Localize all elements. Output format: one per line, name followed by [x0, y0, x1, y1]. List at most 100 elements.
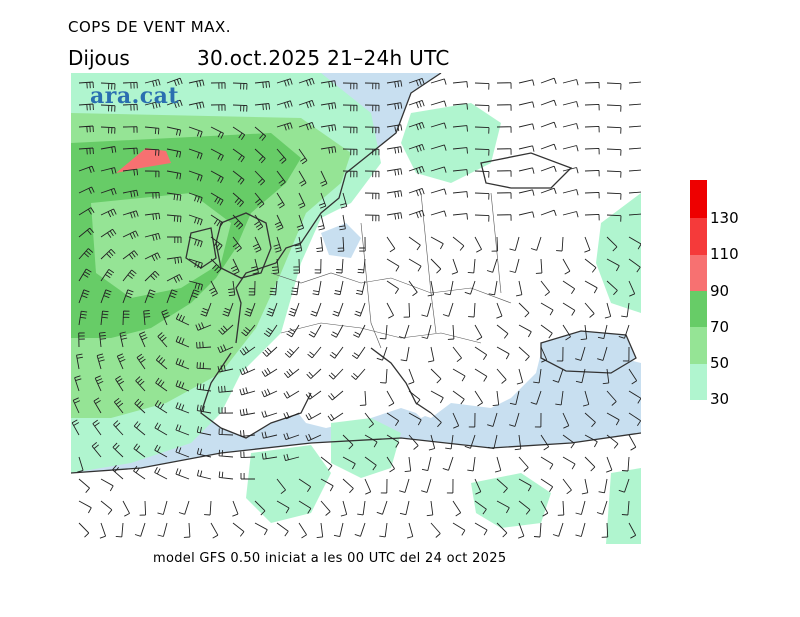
wind-barb: [342, 104, 358, 112]
wind-barb: [240, 451, 256, 459]
wind-barb: [210, 126, 224, 139]
wind-barb: [316, 236, 324, 253]
wind-barb: [276, 192, 285, 209]
wind-barb: [218, 407, 234, 414]
wind-barb: [628, 103, 641, 106]
wind-barb: [239, 408, 256, 416]
wind-barb: [96, 353, 105, 370]
wind-barb: [562, 79, 579, 86]
wind-barb: [337, 236, 345, 252]
wind-barb: [283, 411, 300, 420]
wind-barb: [218, 471, 234, 480]
wind-barb: [556, 236, 564, 252]
wind-barb: [320, 456, 333, 471]
wind-barb: [222, 302, 234, 317]
wind-barb: [155, 377, 168, 392]
wind-barb: [283, 390, 300, 399]
wind-barb: [100, 289, 112, 304]
wind-barb: [154, 444, 168, 458]
wind-barb: [357, 500, 366, 516]
wind-barb: [175, 313, 190, 326]
wind-barb: [266, 302, 278, 317]
wind-barb: [218, 449, 234, 458]
wind-barb: [196, 404, 212, 414]
wind-barb: [196, 469, 212, 480]
legend-swatch-30-50: [690, 364, 707, 400]
wind-barb: [562, 456, 576, 470]
wind-barb: [359, 390, 367, 406]
wind-barb: [298, 148, 308, 165]
wind-barb: [144, 232, 161, 241]
wind-barb: [581, 478, 589, 495]
wind-barb: [240, 473, 255, 480]
wind-barb: [218, 324, 234, 335]
wind-barb: [518, 167, 535, 174]
wind-barb: [606, 192, 622, 200]
wind-barb: [210, 104, 226, 111]
wind-barb: [562, 211, 579, 218]
inland-seas: [321, 223, 636, 373]
wind-barb: [178, 500, 190, 515]
wind-barb: [530, 390, 542, 405]
wind-barb: [408, 368, 415, 385]
wind-barb: [241, 324, 256, 337]
legend-label-110: 110: [710, 245, 739, 263]
wind-barb: [518, 123, 535, 130]
wind-barb: [320, 500, 331, 516]
wind-barb: [100, 146, 117, 154]
wind-barb: [606, 236, 618, 252]
ara-cat-logo[interactable]: ara.cat: [90, 83, 180, 109]
wind-barb: [94, 375, 104, 392]
wind-barb: [312, 280, 322, 296]
wind-barb: [452, 522, 466, 536]
wind-barb: [166, 148, 182, 158]
wind-barb: [562, 145, 579, 152]
wind-barb: [139, 500, 147, 516]
wind-barb: [100, 248, 116, 260]
wind-barb: [518, 324, 532, 338]
wind-barb: [113, 397, 124, 414]
wind-barb: [340, 500, 348, 517]
wind-barb: [78, 310, 88, 326]
wind-barb: [100, 269, 115, 282]
wind-barb: [122, 189, 139, 198]
wind-barb: [161, 309, 170, 326]
wind-barb: [91, 442, 102, 458]
legend-label-50: 50: [710, 354, 730, 372]
wind-barb: [452, 103, 468, 110]
wind-barb: [78, 147, 94, 155]
wind-barb: [618, 478, 630, 493]
wind-barb: [474, 522, 488, 536]
wind-barb: [122, 210, 139, 219]
wind-barb: [606, 390, 617, 406]
wind-barb: [540, 143, 557, 150]
wind-barb: [584, 280, 598, 294]
wind-barb: [210, 258, 222, 274]
wind-barb: [364, 82, 380, 90]
wind-barb: [408, 187, 425, 197]
wind-barb: [183, 522, 191, 538]
wind-barb: [296, 214, 305, 231]
wind-barb: [606, 170, 622, 178]
wind-barb: [584, 434, 598, 448]
wind-barb: [240, 430, 256, 437]
wind-barb: [100, 310, 109, 326]
wind-barb: [386, 302, 394, 319]
wind-barb: [386, 102, 403, 110]
wind-barb: [584, 302, 595, 318]
wind-barb: [210, 192, 224, 206]
wind-barb: [628, 81, 641, 84]
legend-swatch-50-70: [690, 327, 707, 364]
wind-barb: [442, 456, 454, 471]
wind-barb: [320, 102, 337, 110]
wind-barb: [606, 126, 622, 134]
wind-barb: [430, 258, 442, 274]
wind-barb: [232, 522, 245, 537]
wind-barb: [584, 125, 600, 133]
wind-barb: [122, 310, 130, 326]
wind-barb: [210, 82, 226, 89]
wind-barb: [306, 368, 322, 379]
wind-barb: [496, 170, 512, 177]
wind-barb: [452, 191, 468, 198]
wind-barb: [218, 428, 234, 436]
